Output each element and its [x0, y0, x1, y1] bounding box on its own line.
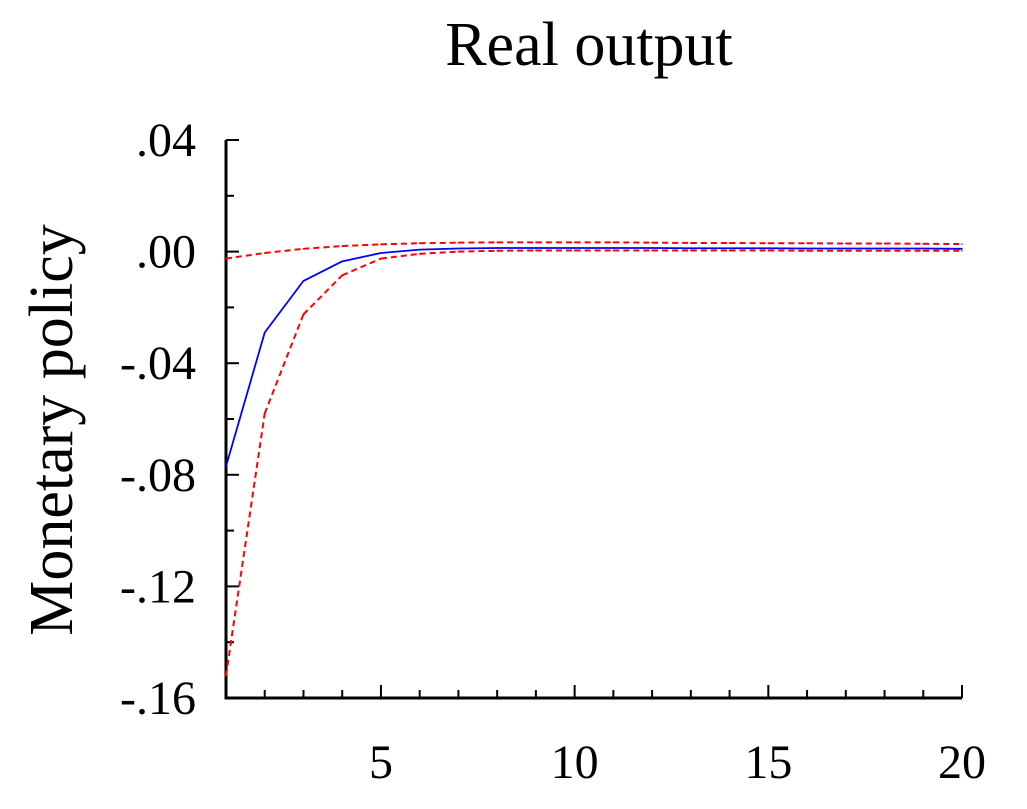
- response-point: [303, 280, 305, 282]
- lower-band-segment: [420, 252, 459, 254]
- upper-band-segment: [420, 243, 459, 244]
- y-tick-label: .04: [136, 114, 196, 167]
- response-point: [651, 247, 653, 249]
- lower-band-point: [845, 250, 847, 252]
- y-axis-label: Monetary policy: [18, 224, 86, 636]
- x-tick-label: 5: [369, 736, 393, 789]
- lower-band-point: [961, 250, 963, 252]
- x-tick-label: 20: [938, 736, 986, 789]
- lower-band-point: [884, 250, 886, 252]
- lower-band-point: [303, 314, 305, 316]
- lower-band-segment: [265, 314, 304, 413]
- response-point: [225, 466, 227, 468]
- upper-band-point: [651, 242, 653, 244]
- response-point: [922, 248, 924, 250]
- series-response: [225, 247, 963, 467]
- lower-band-point: [574, 250, 576, 252]
- upper-band-point: [690, 242, 692, 244]
- response-point: [845, 248, 847, 250]
- upper-band-point: [535, 242, 537, 244]
- upper-band-point: [264, 252, 266, 254]
- upper-band-point: [341, 245, 343, 247]
- upper-band-point: [922, 243, 924, 245]
- upper-band-point: [729, 242, 731, 244]
- lower-band-point: [264, 413, 266, 415]
- lower-band-segment: [381, 254, 420, 259]
- lower-band-point: [458, 251, 460, 253]
- response-segment: [420, 249, 459, 250]
- upper-band-point: [225, 258, 227, 260]
- lower-band-segment: [458, 251, 497, 252]
- response-segment: [342, 253, 381, 261]
- response-point: [884, 248, 886, 250]
- response-point: [729, 247, 731, 249]
- upper-band-point: [884, 243, 886, 245]
- lower-band-point: [341, 275, 343, 277]
- lower-band-point: [922, 250, 924, 252]
- lower-band-point: [496, 250, 498, 252]
- response-point: [496, 247, 498, 249]
- series-layer: [225, 242, 963, 677]
- response-point: [768, 247, 770, 249]
- upper-band-point: [496, 242, 498, 244]
- response-point: [419, 249, 421, 251]
- y-tick-label: -.08: [120, 449, 196, 502]
- upper-band-segment: [226, 253, 265, 259]
- lower-band-point: [806, 250, 808, 252]
- lower-band-segment: [303, 275, 342, 314]
- response-point: [690, 247, 692, 249]
- upper-band-point: [303, 248, 305, 250]
- lower-band-point: [729, 250, 731, 252]
- lower-band-point: [613, 250, 615, 252]
- y-tick-label: -.12: [120, 560, 196, 613]
- lower-band-point: [768, 250, 770, 252]
- response-point: [613, 247, 615, 249]
- response-point: [961, 248, 963, 250]
- upper-band-point: [574, 242, 576, 244]
- series-upper-band: [225, 242, 963, 260]
- axes: 5 10 15 20 .04 .00 -.04 -.08 -.12 -.16: [120, 114, 986, 789]
- response-segment: [265, 281, 304, 333]
- upper-band-point: [380, 244, 382, 246]
- response-segment: [303, 261, 342, 281]
- response-point: [341, 261, 343, 263]
- upper-band-point: [419, 242, 421, 244]
- lower-band-segment: [226, 413, 265, 675]
- chart-title: Real output: [445, 11, 733, 79]
- response-point: [380, 252, 382, 254]
- lower-band-point: [380, 258, 382, 260]
- response-segment: [381, 250, 420, 253]
- upper-band-point: [458, 242, 460, 244]
- response-point: [264, 332, 266, 334]
- upper-band-segment: [381, 243, 420, 244]
- series-lower-band: [225, 250, 963, 677]
- response-point: [574, 247, 576, 249]
- x-tick-label: 15: [744, 736, 792, 789]
- upper-band-segment: [303, 246, 342, 249]
- y-tick-label: .00: [136, 226, 196, 279]
- x-tick-label: 10: [551, 736, 599, 789]
- upper-band-point: [613, 242, 615, 244]
- response-point: [458, 248, 460, 250]
- upper-band-point: [845, 243, 847, 245]
- lower-band-segment: [342, 259, 381, 276]
- upper-band-point: [961, 243, 963, 245]
- response-point: [535, 247, 537, 249]
- upper-band-segment: [265, 249, 304, 253]
- lower-band-point: [651, 250, 653, 252]
- lower-band-point: [419, 253, 421, 255]
- y-tick-label: -.04: [120, 337, 196, 390]
- response-point: [806, 248, 808, 250]
- lower-band-point: [535, 250, 537, 252]
- upper-band-segment: [342, 244, 381, 246]
- upper-band-point: [806, 242, 808, 244]
- response-segment: [458, 248, 497, 249]
- y-tick-label: -.16: [120, 672, 196, 725]
- lower-band-point: [225, 675, 227, 677]
- lower-band-point: [690, 250, 692, 252]
- upper-band-point: [768, 242, 770, 244]
